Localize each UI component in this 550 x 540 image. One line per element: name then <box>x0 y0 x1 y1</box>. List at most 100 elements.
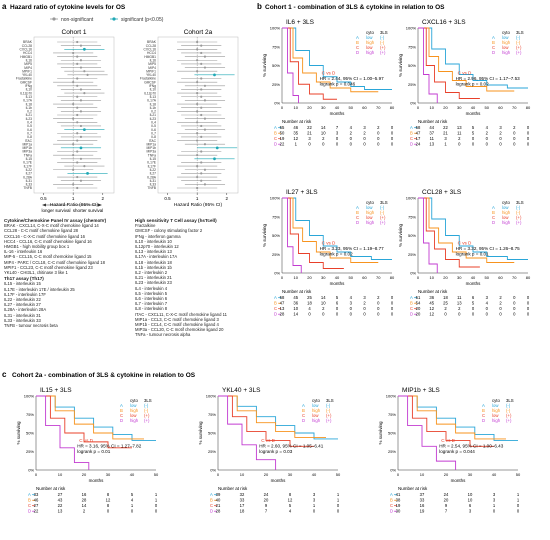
km-xtick: 70 <box>376 105 381 110</box>
forest-label: CCL28 <box>146 44 156 48</box>
forest-label: IL23 <box>150 117 157 121</box>
legend-item: IL12p70 - interleukin 12 <box>135 244 179 250</box>
km-risk-group: C <box>390 503 393 508</box>
km-risk-value: 55 <box>280 125 285 130</box>
km-risk-value: 0 <box>377 312 380 317</box>
km-risk-value: 5 <box>289 503 292 508</box>
forest-point <box>196 48 199 51</box>
km-risk-value: 24 <box>444 492 449 497</box>
forest-label: GMCSF <box>20 80 32 84</box>
km-risk-value: 14 <box>321 295 326 300</box>
forest-label: MIP1a <box>146 142 156 146</box>
km-ytick: 50% <box>408 233 416 238</box>
km-risk-value: 3 <box>486 295 489 300</box>
forest-label: TNFa <box>24 153 32 157</box>
forest-point <box>79 110 83 113</box>
km-xtick: 30 <box>321 275 326 280</box>
legend-item: IL5 - interleukin 5 <box>135 290 168 296</box>
forest-point <box>196 40 199 44</box>
km-legend-item: D <box>492 50 495 55</box>
forest-point <box>196 59 199 62</box>
km-risk-group: D <box>28 509 31 514</box>
km-risk-value: 22 <box>58 503 63 508</box>
km-risk-group: A <box>274 125 277 130</box>
forest-label: TNFB <box>23 186 32 190</box>
legend-item: TNFa - tumour necrosis alpha <box>135 332 191 338</box>
forest-point <box>196 175 199 179</box>
km-xtick: 60 <box>362 275 367 280</box>
km-hr: HR = 2.60, 95% CI = 1.05–6.41 <box>259 443 324 448</box>
km-risk-value: 0 <box>308 142 311 147</box>
km-risk-label: Number at risk <box>398 486 428 491</box>
panel-a-title: Hazard ratio of cytokine levels for OS <box>10 4 126 11</box>
forest-label: IL31 <box>26 179 33 183</box>
km-ytick: 25% <box>408 252 416 257</box>
forest-point <box>200 179 203 182</box>
km-ylabel: % surviving <box>378 421 383 445</box>
km-ytick: 100% <box>206 394 217 399</box>
km-ylabel: % surviving <box>398 54 403 78</box>
km-risk-value: 20 <box>416 312 421 317</box>
forest-point <box>82 128 86 132</box>
km-risk-value: 12 <box>288 498 293 503</box>
km-risk-value: 1 <box>337 492 340 497</box>
km-risk-value: 4 <box>350 125 353 130</box>
km-legend-item: low <box>366 35 373 40</box>
km-risk-value: 13 <box>280 306 285 311</box>
km-ylabel: % surviving <box>198 421 203 445</box>
km-xtick: 10 <box>240 472 245 477</box>
km-p: logrank p = 0.02 <box>320 252 354 257</box>
forest-label: IFNg <box>25 84 32 88</box>
km-legend-item: low <box>312 413 319 418</box>
forest-label: MIP1a <box>22 142 32 146</box>
forest-point <box>76 186 79 190</box>
km-ytick: 0% <box>28 468 34 473</box>
forest-point <box>213 157 216 161</box>
forest-label: HCC4 <box>23 51 32 55</box>
km-legend-head: 3LS <box>516 30 524 35</box>
km-legend-item: low <box>502 45 509 50</box>
km-ytick: 100% <box>270 196 281 201</box>
km-risk-value: 17 <box>240 503 245 508</box>
forest-tick-label: 0.5 <box>40 196 47 201</box>
km-legend-item: A <box>356 35 359 40</box>
forest-point <box>76 77 79 80</box>
forest-label: IL23 <box>26 117 33 121</box>
km-risk-value: 0 <box>499 306 502 311</box>
legend-item: IL33 - interleukin 33 <box>4 317 41 323</box>
forest-label: IFNg <box>149 84 156 88</box>
km-ytick: 25% <box>388 449 396 454</box>
forest-label: IL4 <box>27 121 32 125</box>
km-risk-value: 22 <box>34 509 39 514</box>
km-xtick: 10 <box>294 105 299 110</box>
forest-point <box>203 99 207 102</box>
km-risk-value: 0 <box>363 142 366 147</box>
forest-label: IL13 <box>26 95 33 99</box>
forest-label: IL17F <box>24 164 32 168</box>
forest-label: IL33 <box>26 183 33 187</box>
km-xtick: 30 <box>106 472 111 477</box>
km-p: logrank p = 0.03 <box>259 449 293 454</box>
km-risk-value: 12 <box>429 306 434 311</box>
forest-label: IL31 <box>150 179 157 183</box>
forest-point <box>203 55 207 58</box>
forest-point <box>196 139 199 142</box>
km-risk-value: 11 <box>430 136 435 141</box>
forest-label: IL28A <box>147 175 156 179</box>
forest-label: IL21 <box>150 113 157 117</box>
legend-item: IL15 - interleukin 15 <box>4 281 41 287</box>
legend-item: IL17F - interleukin 17F <box>4 291 46 297</box>
km-risk-value: 3 <box>308 136 311 141</box>
km-risk-group: A <box>274 295 277 300</box>
forest-label: MIP1b <box>146 146 156 150</box>
km-legend-item: low <box>130 413 137 418</box>
km-cvd: C vs D <box>261 438 275 443</box>
km-ylabel: % surviving <box>262 224 267 248</box>
km-risk-value: 27 <box>34 503 39 508</box>
legend-hstcell-title: High sensitivity T Cell assay (hsTcell) <box>135 218 217 223</box>
km-risk-value: 0 <box>486 142 489 147</box>
km-cvd: C vs D <box>458 71 472 76</box>
legend-item: MIP-5 - CCL15, C-C motif chemokine ligan… <box>4 254 92 260</box>
forest-label: IL5 <box>151 124 156 128</box>
